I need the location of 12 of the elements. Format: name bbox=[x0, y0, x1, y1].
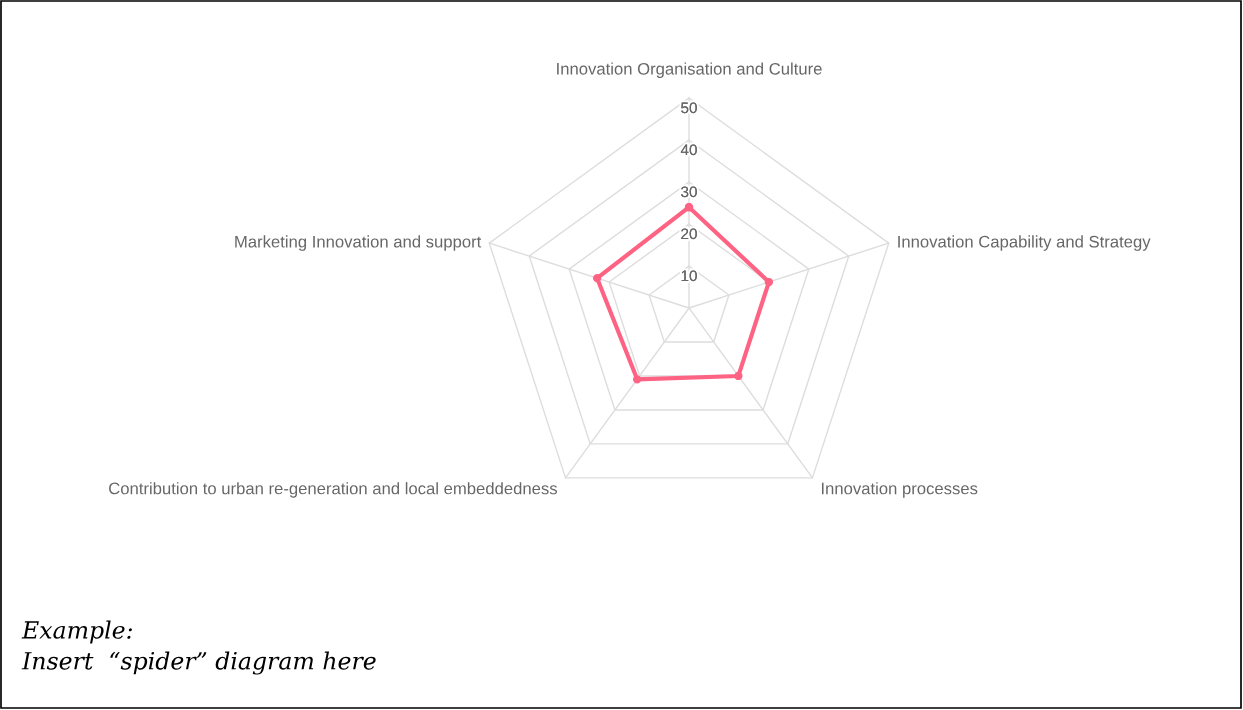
text: Insert “spider” diagram here bbox=[21, 651, 376, 675]
y-tick-label: 40 bbox=[680, 144, 697, 156]
spoke-label: Marketing Innovation and support bbox=[235, 235, 482, 251]
y-tick-label: 50 bbox=[681, 102, 697, 114]
spoke-label: Innovation Organisation and Culture bbox=[557, 62, 822, 78]
spoke-label: Innovation processes bbox=[821, 482, 978, 498]
text: Example: bbox=[21, 620, 132, 644]
spoke-label: Contribution to urban re-generation and local embeddedness bbox=[109, 482, 557, 498]
y-tick-label: 30 bbox=[681, 186, 697, 198]
y-tick-label: 20 bbox=[681, 228, 697, 240]
spoke-label: Innovation Capability and Strategy bbox=[898, 235, 1151, 251]
y-tick-label: 10 bbox=[681, 270, 697, 282]
